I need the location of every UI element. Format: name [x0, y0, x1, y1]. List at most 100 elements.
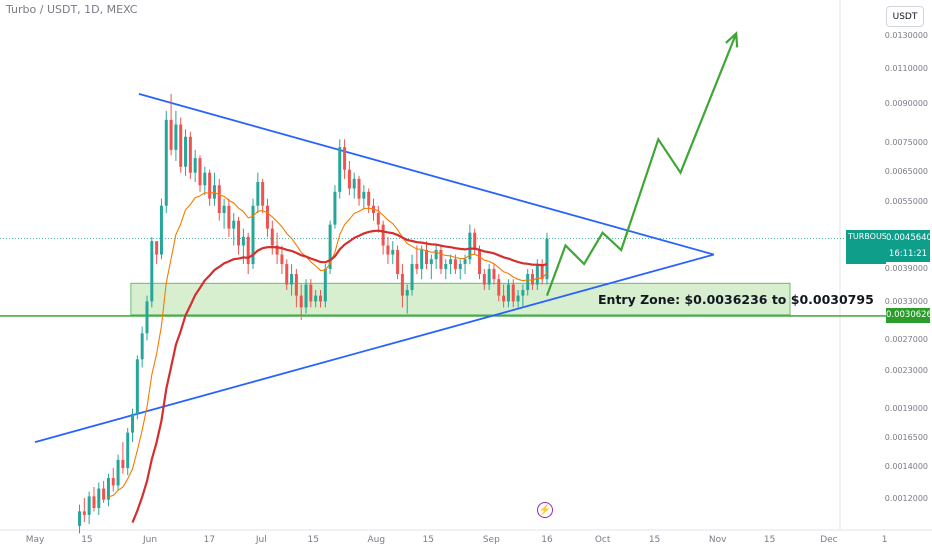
price-tick-label: 0.0014000	[885, 462, 928, 471]
candle-body	[184, 136, 188, 167]
candle-body	[203, 172, 207, 186]
price-tick-label: 0.0012000	[885, 494, 928, 503]
candle-body	[468, 232, 472, 260]
price-tick-label: 0.0023000	[885, 366, 928, 375]
last-price-label: 0.0045640	[886, 230, 932, 246]
candle-body	[521, 289, 525, 296]
candle-body	[453, 259, 457, 269]
candle-body	[208, 172, 212, 199]
candle-body	[545, 238, 549, 280]
time-tick-label: Nov	[709, 535, 727, 545]
support-price-label: 0.0030626	[886, 308, 932, 323]
candle-body	[116, 459, 120, 486]
candle-body	[347, 169, 351, 189]
candle-body	[241, 236, 245, 246]
time-tick-label: 16	[541, 535, 553, 545]
candle-body	[425, 249, 429, 265]
time-tick-label: 15	[423, 535, 434, 545]
candle-body	[227, 205, 231, 229]
time-tick-label: Jul	[255, 535, 267, 545]
candle-body	[97, 488, 101, 508]
time-tick-label: 15	[649, 535, 660, 545]
candle-body	[391, 249, 395, 255]
candle-body	[285, 264, 289, 285]
ma-long-line	[131, 229, 548, 524]
candle-body	[482, 274, 486, 285]
candle-body	[487, 268, 491, 285]
lightning-icon[interactable]: ⚡	[537, 502, 553, 518]
candle-body	[352, 178, 356, 189]
candle-body	[299, 295, 303, 308]
entry-zone-label: Entry Zone: $0.0036236 to $0.0030795	[598, 292, 874, 307]
candle-body	[164, 119, 168, 206]
candle-body	[217, 185, 221, 214]
price-tick-label: 0.0027000	[885, 335, 928, 344]
candle-body	[126, 432, 130, 469]
projection-path	[545, 33, 738, 296]
candle-body	[434, 249, 438, 260]
candle-body	[410, 264, 414, 290]
candle-body	[92, 496, 96, 508]
price-tick-label: 0.0019000	[885, 404, 928, 413]
candle-body	[540, 264, 544, 280]
candle-body	[535, 264, 539, 285]
price-tick-label: 0.0075000	[885, 138, 928, 147]
price-tick-label: 0.0016500	[885, 433, 928, 442]
candle-body	[400, 274, 404, 296]
candle-body	[328, 224, 332, 269]
candle-body	[150, 241, 154, 302]
time-tick-label: May	[26, 535, 45, 545]
time-tick-label: 15	[764, 535, 775, 545]
candle-body	[198, 158, 202, 186]
candle-body	[106, 478, 110, 500]
candle-body	[135, 359, 139, 414]
candle-body	[492, 268, 496, 280]
candle-body	[458, 264, 462, 269]
trendline-upper	[138, 93, 715, 256]
projection-arrowhead	[725, 31, 739, 48]
candle-body	[338, 147, 342, 192]
candle-body	[429, 259, 433, 265]
candle-body	[415, 264, 419, 269]
candle-body	[78, 511, 82, 526]
candle-body	[121, 459, 125, 469]
candle-body	[237, 220, 241, 246]
candle-body	[232, 220, 236, 229]
candle-body	[449, 259, 453, 265]
candle-body	[420, 249, 424, 269]
candle-body	[174, 124, 178, 150]
candle-body	[367, 191, 371, 206]
candle-countdown: 16:11:21	[886, 246, 930, 262]
candle-body	[362, 191, 366, 199]
candle-body	[386, 245, 390, 255]
candle-body	[531, 274, 535, 285]
currency-button[interactable]: USDT	[886, 6, 924, 27]
candle-body	[516, 295, 520, 302]
candle-body	[155, 241, 159, 255]
candle-body	[463, 259, 467, 265]
chart-title: Turbo / USDT, 1D, MEXC	[6, 3, 138, 16]
candle-body	[318, 295, 322, 302]
candle-body	[193, 158, 197, 173]
candle-body	[265, 205, 269, 229]
time-tick-label: 1	[882, 535, 888, 545]
price-tick-label: 0.0033000	[885, 297, 928, 306]
candle-body	[304, 284, 308, 308]
time-tick-label: 17	[204, 535, 215, 545]
candle-body	[159, 205, 163, 255]
candle-body	[290, 274, 294, 285]
candle-body	[140, 333, 144, 360]
candle-body	[256, 182, 260, 206]
candle-body	[251, 205, 255, 265]
price-tick-label: 0.0055000	[885, 197, 928, 206]
candle-body	[111, 478, 115, 486]
time-tick-label: Oct	[595, 535, 611, 545]
trendline-lower	[34, 253, 715, 443]
candle-body	[333, 191, 337, 225]
candle-body	[246, 236, 250, 265]
candle-body	[87, 496, 91, 515]
candle-body	[502, 295, 506, 302]
candle-body	[188, 136, 192, 173]
candle-body	[439, 249, 443, 269]
